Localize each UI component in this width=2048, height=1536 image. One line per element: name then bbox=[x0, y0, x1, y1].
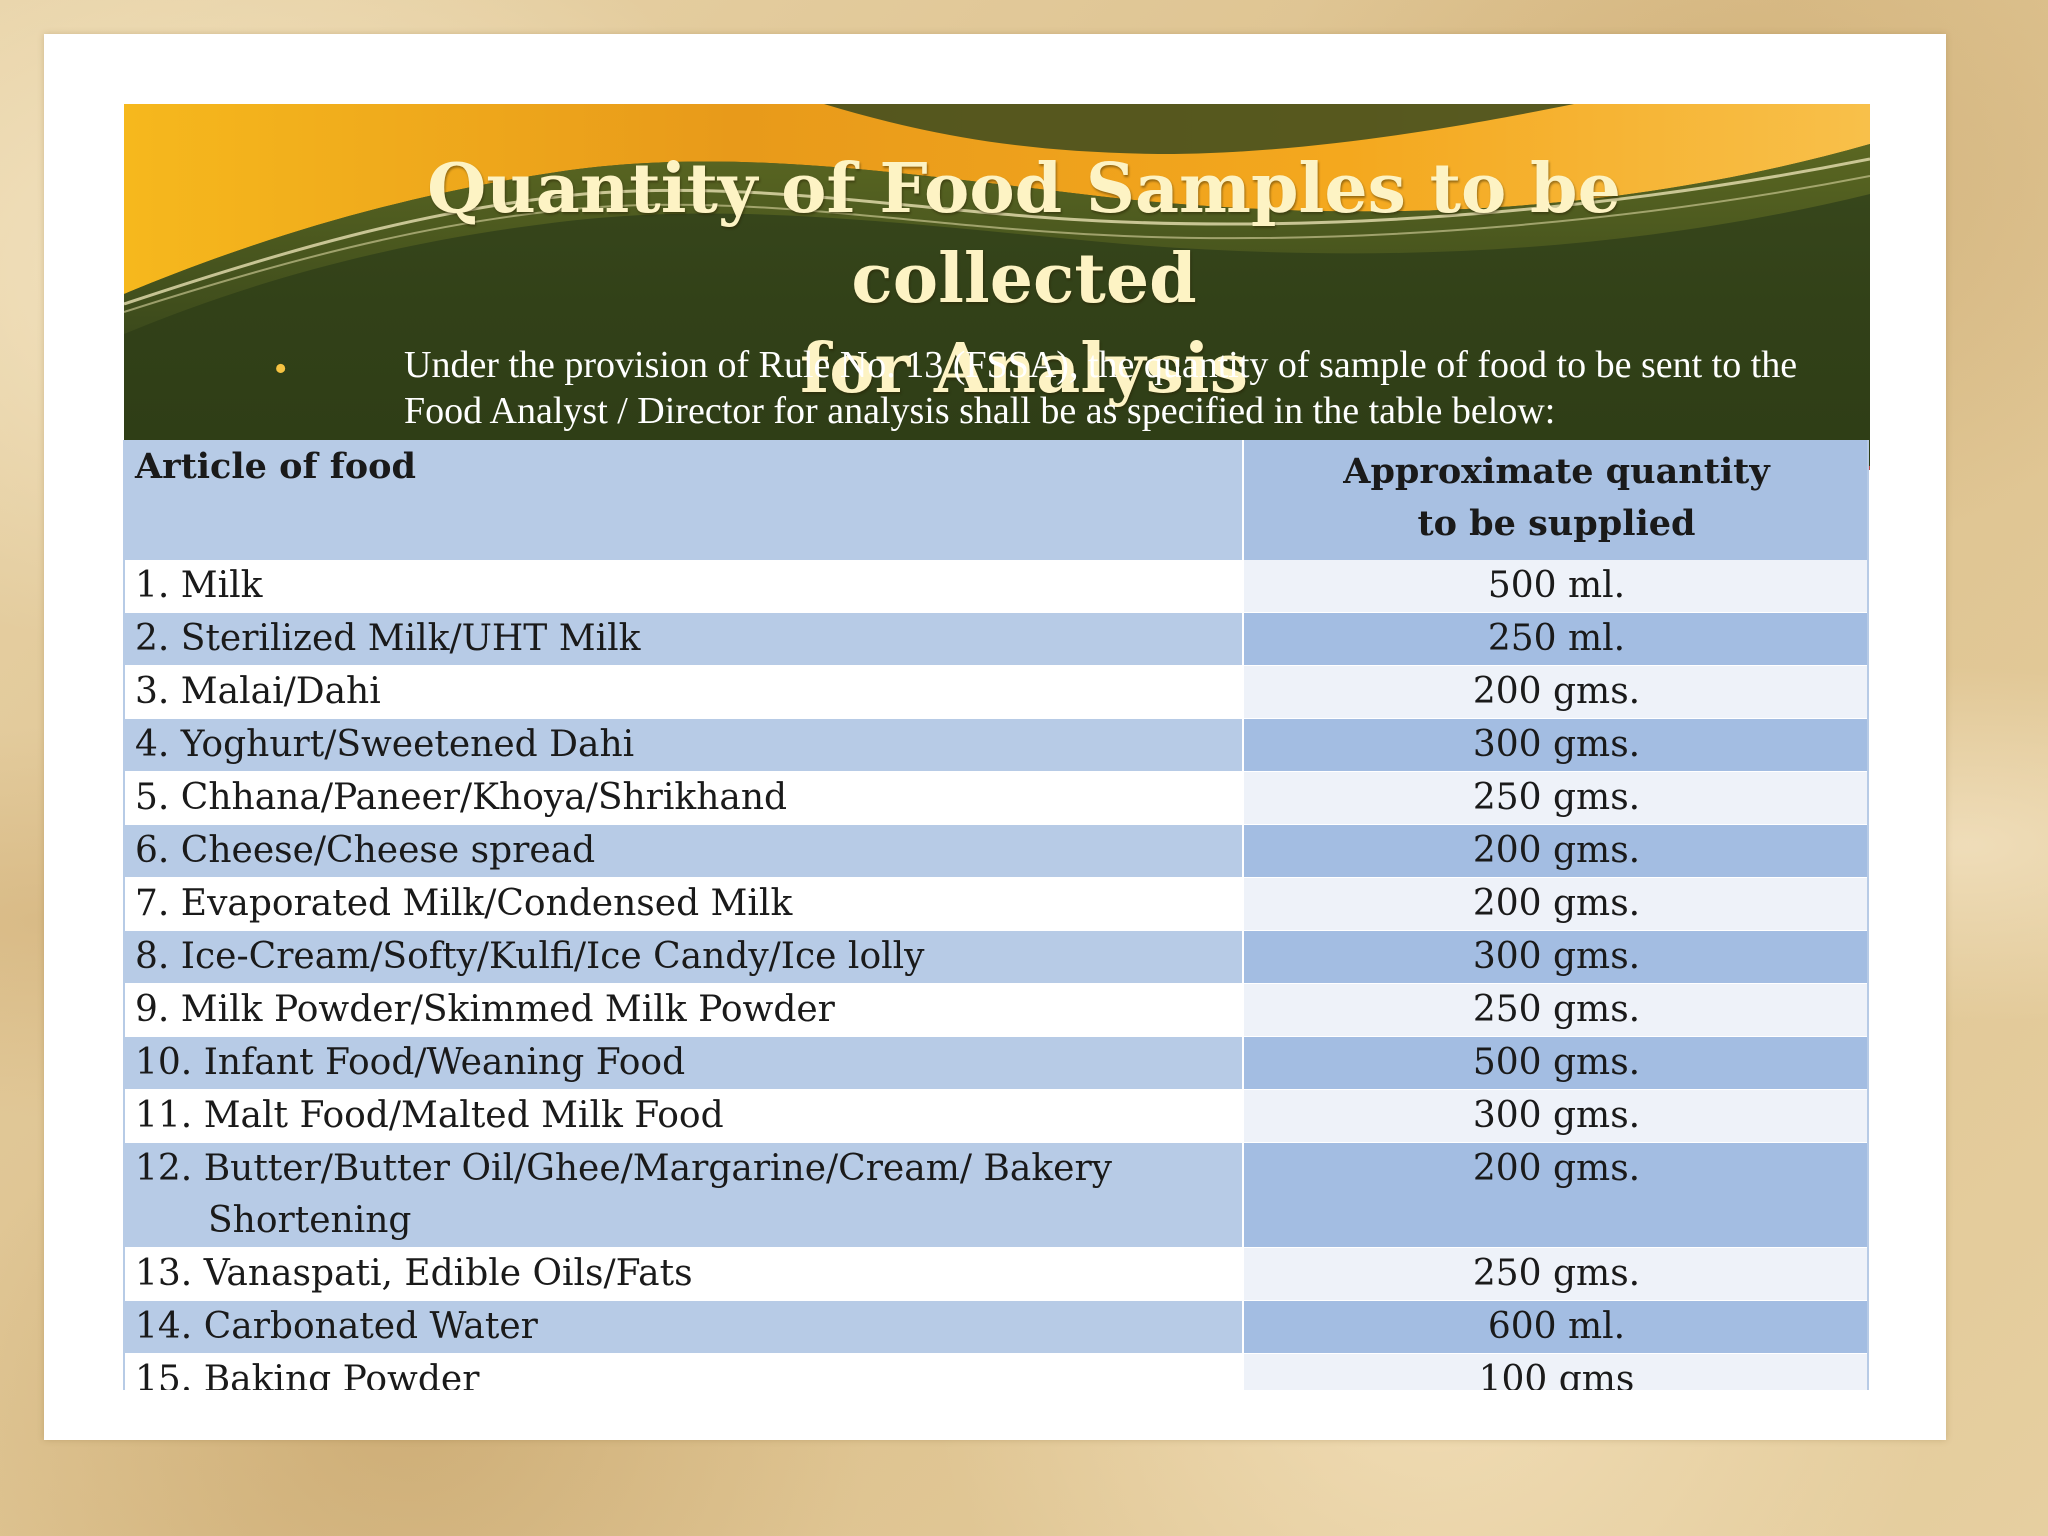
article-cell: 7. Evaporated Milk/Condensed Milk bbox=[123, 877, 1244, 931]
table-row: 13. Vanaspati, Edible Oils/Fats 250 gms. bbox=[123, 1247, 1869, 1301]
article-cell: 3. Malai/Dahi bbox=[123, 665, 1244, 719]
table-row: 9. Milk Powder/Skimmed Milk Powder 250 g… bbox=[123, 983, 1869, 1037]
article-cell: 14. Carbonated Water bbox=[123, 1300, 1244, 1354]
quantity-cell: 250 gms. bbox=[1243, 1247, 1869, 1301]
article-cell: 12. Butter/Butter Oil/Ghee/Margarine/Cre… bbox=[123, 1142, 1244, 1248]
quantity-cell: 250 gms. bbox=[1243, 771, 1869, 825]
quantity-cell: 200 gms. bbox=[1243, 665, 1869, 719]
article-cell: 11. Malt Food/Malted Milk Food bbox=[123, 1089, 1244, 1143]
table-row: 1. Milk 500 ml. bbox=[123, 560, 1869, 613]
article-cell: 15. Baking Powder bbox=[123, 1353, 1244, 1390]
header-qty-line-1: Approximate quantity bbox=[1343, 451, 1770, 492]
table-left-border bbox=[123, 440, 125, 1390]
quantity-cell: 250 gms. bbox=[1243, 983, 1869, 1037]
article-cell: 5. Chhana/Paneer/Khoya/Shrikhand bbox=[123, 771, 1244, 825]
table-row: 6. Cheese/Cheese spread 200 gms. bbox=[123, 824, 1869, 878]
quantity-cell: 500 ml. bbox=[1243, 560, 1869, 613]
food-table-container: Article of food Approximate quantity to … bbox=[123, 440, 1869, 1390]
title-line-2: for Analysis bbox=[799, 329, 1249, 409]
quantity-cell: 100 gms bbox=[1243, 1353, 1869, 1390]
article-cell: 2. Sterilized Milk/UHT Milk bbox=[123, 612, 1244, 666]
quantity-cell: 300 gms. bbox=[1243, 718, 1869, 772]
table-row: 14. Carbonated Water 600 ml. bbox=[123, 1300, 1869, 1354]
column-header-quantity: Approximate quantity to be supplied bbox=[1243, 440, 1869, 560]
table-row: 8. Ice-Cream/Softy/Kulfi/Ice Candy/Ice l… bbox=[123, 930, 1869, 984]
table-row: 12. Butter/Butter Oil/Ghee/Margarine/Cre… bbox=[123, 1142, 1869, 1248]
quantity-cell: 200 gms. bbox=[1243, 824, 1869, 878]
slide-title: Quantity of Food Samples to be collected… bbox=[244, 144, 1804, 414]
intro-text: Under the provision of Rule No. 13 (FSSA… bbox=[404, 344, 1798, 432]
article-cell: 10. Infant Food/Weaning Food bbox=[123, 1036, 1244, 1090]
bullet-dot-icon: • bbox=[274, 348, 288, 390]
quantity-cell: 200 gms. bbox=[1243, 1142, 1869, 1248]
header-qty-line-2: to be supplied bbox=[1417, 503, 1696, 544]
title-banner: Quantity of Food Samples to be collected… bbox=[124, 104, 1870, 470]
food-quantity-table: Article of food Approximate quantity to … bbox=[123, 440, 1869, 1390]
article-cell: 9. Milk Powder/Skimmed Milk Powder bbox=[123, 983, 1244, 1037]
table-row: 11. Malt Food/Malted Milk Food 300 gms. bbox=[123, 1089, 1869, 1143]
table-row: 10. Infant Food/Weaning Food 500 gms. bbox=[123, 1036, 1869, 1090]
table-right-border bbox=[1867, 440, 1869, 1390]
quantity-cell: 300 gms. bbox=[1243, 930, 1869, 984]
column-header-article: Article of food bbox=[123, 440, 1244, 560]
article-cell: 13. Vanaspati, Edible Oils/Fats bbox=[123, 1247, 1244, 1301]
article-text: 12. Butter/Butter Oil/Ghee/Margarine/Cre… bbox=[135, 1148, 1112, 1241]
table-header-row: Article of food Approximate quantity to … bbox=[123, 440, 1869, 560]
quantity-cell: 600 ml. bbox=[1243, 1300, 1869, 1354]
article-cell: 4. Yoghurt/Sweetened Dahi bbox=[123, 718, 1244, 772]
quantity-cell: 200 gms. bbox=[1243, 877, 1869, 931]
table-row: 5. Chhana/Paneer/Khoya/Shrikhand 250 gms… bbox=[123, 771, 1869, 825]
quantity-cell: 500 gms. bbox=[1243, 1036, 1869, 1090]
table-row: 7. Evaporated Milk/Condensed Milk 200 gm… bbox=[123, 877, 1869, 931]
table-row: 3. Malai/Dahi 200 gms. bbox=[123, 665, 1869, 719]
swoosh-decoration bbox=[124, 104, 1870, 334]
table-row: 15. Baking Powder 100 gms bbox=[123, 1353, 1869, 1390]
table-row: 2. Sterilized Milk/UHT Milk 250 ml. bbox=[123, 612, 1869, 666]
table-row: 4. Yoghurt/Sweetened Dahi 300 gms. bbox=[123, 718, 1869, 772]
intro-bullet: • Under the provision of Rule No. 13 (FS… bbox=[274, 342, 1814, 434]
quantity-cell: 250 ml. bbox=[1243, 612, 1869, 666]
title-line-1: Quantity of Food Samples to be collected bbox=[427, 149, 1621, 319]
quantity-cell: 300 gms. bbox=[1243, 1089, 1869, 1143]
article-cell: 8. Ice-Cream/Softy/Kulfi/Ice Candy/Ice l… bbox=[123, 930, 1244, 984]
article-cell: 6. Cheese/Cheese spread bbox=[123, 824, 1244, 878]
article-cell: 1. Milk bbox=[123, 560, 1244, 613]
